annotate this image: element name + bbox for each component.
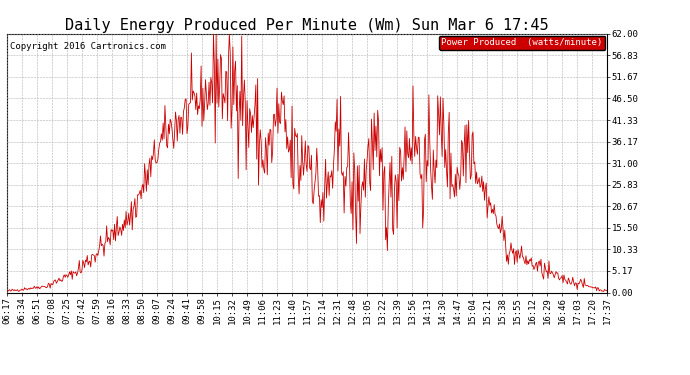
Text: Copyright 2016 Cartronics.com: Copyright 2016 Cartronics.com bbox=[10, 42, 166, 51]
Title: Daily Energy Produced Per Minute (Wm) Sun Mar 6 17:45: Daily Energy Produced Per Minute (Wm) Su… bbox=[66, 18, 549, 33]
Legend: Power Produced  (watts/minute): Power Produced (watts/minute) bbox=[439, 36, 605, 50]
